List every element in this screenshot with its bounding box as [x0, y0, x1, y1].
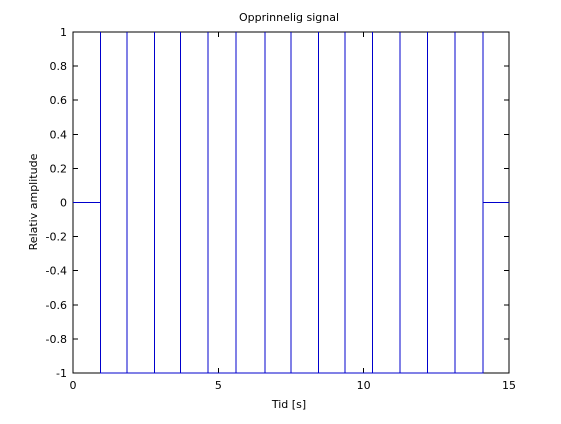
x-tick-label: 5 [215, 379, 222, 392]
chart-title: Opprinnelig signal [239, 11, 339, 24]
y-tick-label: 0.6 [50, 94, 68, 107]
x-tick-label: 15 [502, 379, 516, 392]
y-tick-label: -0.6 [46, 299, 67, 312]
tick-label-layer: 0 5 10 15 1 0.8 0.6 0.4 0.2 0 -0.2 -0.4 -0.6 -0.8 -1 [46, 26, 516, 392]
x-tick-label: 10 [357, 379, 371, 392]
x-tick-label: 0 [70, 379, 77, 392]
y-axis-label: Relativ amplitude [27, 153, 40, 250]
y-tick-label: -0.8 [46, 333, 67, 346]
y-tick-label: 1 [60, 26, 67, 39]
y-tick-label: 0.8 [50, 60, 68, 73]
y-tick-label: 0.2 [50, 162, 68, 175]
y-tick-label: 0 [60, 197, 67, 210]
y-tick-label: -0.2 [46, 231, 67, 244]
signal-line [73, 32, 509, 374]
y-tick-label: 0.4 [50, 128, 68, 141]
y-tick-label: -1 [56, 367, 67, 380]
x-axis-label: Tid [s] [271, 398, 306, 411]
y-tick-label: -0.4 [46, 265, 67, 278]
